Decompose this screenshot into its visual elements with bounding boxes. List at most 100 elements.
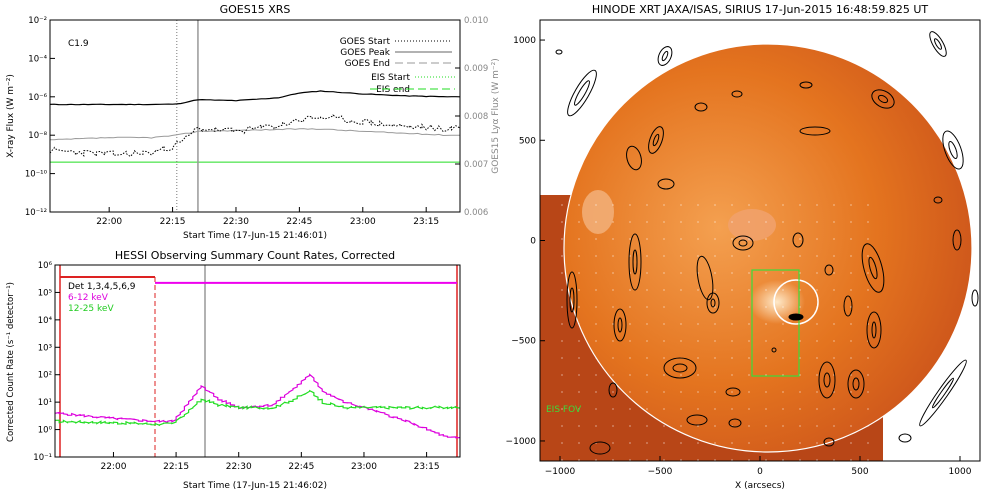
goes-y2-tick-label: 0.009 <box>464 64 488 74</box>
goes-ylabel-right: GOES15 Lyα Flux (W m⁻²) <box>491 58 501 174</box>
hessi-y-tick-label: 10⁰ <box>38 426 53 436</box>
goes-y2-tick-label: 0.010 <box>464 16 488 26</box>
goes-y-tick-label: 10⁻¹⁰ <box>25 170 48 180</box>
contour <box>628 233 642 291</box>
eis-fov-label: EIS FOV <box>546 405 582 415</box>
xrt-plot: EIS FOV <box>540 31 979 461</box>
hessi-x-tick-label: 22:30 <box>226 462 252 472</box>
goes-plot <box>50 20 460 212</box>
eis-fov-box <box>751 269 800 377</box>
hessi-legend-label-0: Det 1,3,4,5,6,9 <box>68 282 136 292</box>
contour <box>823 437 835 447</box>
contour <box>663 357 697 379</box>
goes-legend-label-2: GOES End <box>345 59 390 69</box>
contour <box>648 126 664 154</box>
goes-legend-label-3: EIS Start <box>371 73 410 83</box>
hessi-y-tick-label: 10¹ <box>38 398 52 408</box>
xrt-y-tick-label: −1000 <box>506 437 537 447</box>
contour <box>934 38 942 50</box>
xrt-xlabel: X (arcsecs) <box>735 481 785 491</box>
contour <box>971 289 979 307</box>
goes-x-tick-label: 23:00 <box>350 217 376 227</box>
xrt-y-tick-label: 500 <box>519 136 536 146</box>
contour <box>672 363 688 373</box>
contour <box>652 133 660 147</box>
xrt-title: HINODE XRT JAXA/ISAS, SIRIUS 17-Jun-2015… <box>592 3 929 16</box>
goes-y2-tick-label: 0.008 <box>464 112 488 122</box>
goes-legend-label-0: GOES Start <box>340 37 391 47</box>
contour <box>728 418 742 428</box>
contour <box>823 372 831 388</box>
hessi-axes: 22:00 22:15 22:30 22:45 23:00 23:15 10⁶ 10⁵ 10⁴ 1… <box>33 261 439 472</box>
goes-annotation: C1.9 <box>68 39 89 49</box>
contour <box>617 317 623 333</box>
contour <box>933 196 943 204</box>
goes-x-tick-label: 22:15 <box>160 217 186 227</box>
contour <box>932 377 954 409</box>
goes-x-tick-label: 22:00 <box>96 217 122 227</box>
contour <box>696 255 714 301</box>
contour <box>942 130 964 170</box>
goes-xlabel: Start Time (17-Jun-15 21:46:01) <box>183 231 327 241</box>
hessi-x-tick-label: 22:45 <box>288 462 314 472</box>
contour <box>567 69 597 117</box>
goes-y-tick-label: 10⁻¹² <box>25 208 47 218</box>
goes-y-tick-label: 10⁻⁶ <box>28 93 47 103</box>
contour <box>843 295 853 317</box>
contour <box>589 441 611 455</box>
hessi-legend-label-2: 12-25 keV <box>68 304 114 314</box>
hessi-x-tick-label: 23:15 <box>414 462 440 472</box>
contour <box>877 94 889 104</box>
contour <box>792 232 804 248</box>
xrt-y-tick-label: −500 <box>511 337 536 347</box>
goes-legend: GOES Start GOES Peak GOES End EIS Start … <box>340 37 455 95</box>
contour <box>694 102 708 112</box>
xrt-x-tick-label: 0 <box>757 467 763 477</box>
goes-y-tick-label: 10⁻⁴ <box>28 54 47 64</box>
contour <box>871 89 895 109</box>
contour <box>566 271 578 329</box>
contour <box>929 31 947 57</box>
hessi-frame <box>54 264 461 458</box>
goes-frame <box>49 19 461 213</box>
contours <box>555 31 979 455</box>
goes-lya-series <box>50 128 460 141</box>
contour <box>706 292 720 314</box>
hessi-y-tick-label: 10⁻¹ <box>33 453 52 463</box>
contour <box>898 433 912 443</box>
contour <box>866 311 882 349</box>
contour <box>871 321 877 339</box>
contour <box>608 382 618 398</box>
goes-legend-label-1: GOES Peak <box>340 48 390 58</box>
hessi-plot <box>55 265 460 457</box>
hessi-x-tick-label: 22:15 <box>163 462 189 472</box>
goes-x-tick-label: 23:15 <box>413 217 439 227</box>
goes-title: GOES15 XRS <box>220 3 291 16</box>
hessi-legend: Det 1,3,4,5,6,9 6-12 keV 12-25 keV <box>68 282 136 314</box>
contour <box>818 361 836 399</box>
contour <box>852 377 860 391</box>
xrt-x-tick-label: 1000 <box>949 467 972 477</box>
xrt-y-tick-label: 1000 <box>513 36 536 46</box>
contour <box>731 90 743 98</box>
contour <box>657 178 675 190</box>
contour <box>847 369 865 399</box>
hessi-y-tick-label: 10⁵ <box>38 288 52 298</box>
hessi-y-tick-label: 10³ <box>38 343 52 353</box>
contour <box>732 235 754 251</box>
goes-long-series <box>50 90 460 106</box>
contour <box>661 50 669 62</box>
hessi-x-tick-label: 23:00 <box>351 462 377 472</box>
xrt-x-tick-label: 500 <box>851 467 868 477</box>
contour <box>861 243 885 293</box>
contour <box>788 313 804 321</box>
contour <box>569 287 575 313</box>
contour <box>613 308 627 342</box>
hessi-panel: HESSI Observing Summary Count Rates, Cor… <box>6 249 461 491</box>
xrt-x-tick-label: −500 <box>648 467 673 477</box>
grid-overlay <box>560 195 883 461</box>
goes-x-tick-label: 22:45 <box>286 217 312 227</box>
contour <box>771 347 777 353</box>
contour <box>799 81 813 89</box>
